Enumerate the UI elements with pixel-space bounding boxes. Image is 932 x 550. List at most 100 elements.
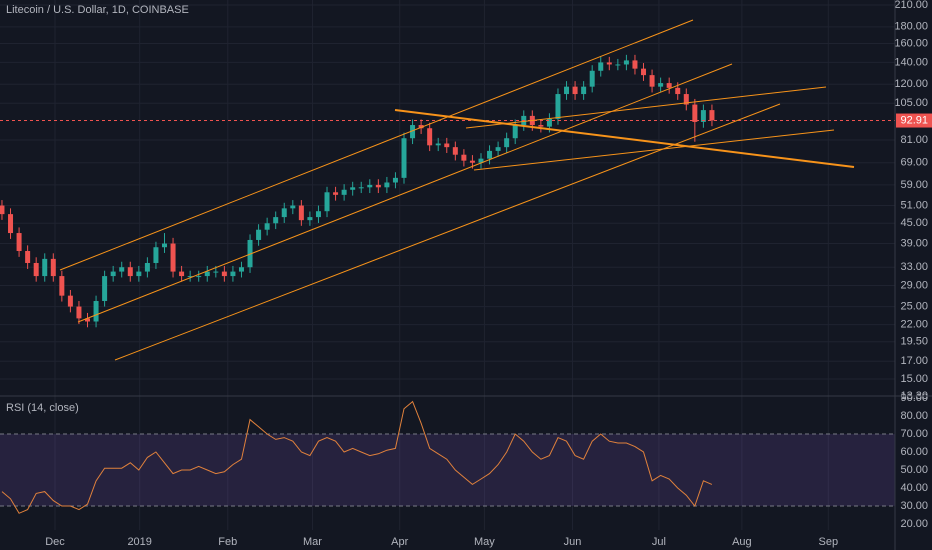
candle-body [495,147,501,151]
y-tick-label: 160.00 [894,37,928,49]
candle-body [350,187,356,190]
candle-body [375,184,381,188]
candle-body [298,205,304,221]
candle-body [67,295,73,307]
candle-body [658,83,664,87]
candle-body [256,229,262,240]
trend-line [473,129,835,171]
candle-body [358,187,364,189]
candle-body [692,104,698,122]
x-tick-label: 2019 [127,536,151,548]
candle-body [50,258,56,277]
candle-body [333,192,339,195]
candle-body [247,239,253,268]
candle-body [119,267,125,272]
candle-body [384,182,390,188]
y-tick-label: 30.00 [900,500,928,512]
x-tick-label: Dec [45,536,65,548]
rsi-line [1,400,713,514]
candle-body [649,75,655,87]
marks [0,54,895,514]
candle-body [666,83,672,88]
candle-body [410,125,416,139]
candle-body [427,128,433,146]
candle-body [546,118,552,127]
candle-body [341,189,347,195]
x-tick-label: Mar [303,536,322,548]
candle-body [641,68,647,76]
y-tick-label: 25.00 [900,300,928,312]
trend-line [59,19,694,271]
x-tick-label: Aug [732,536,752,548]
y-tick-label: 140.00 [894,56,928,68]
candle-body [444,143,450,148]
candle-body [221,271,227,277]
candle-body [478,158,484,163]
candle-body [632,60,638,69]
candle-body [8,214,14,234]
candle-body [589,70,595,87]
candle-body [581,86,587,95]
x-tick-label: May [474,536,495,548]
y-tick-label: 33.00 [900,261,928,273]
candle-body [59,276,65,296]
last-price-label: 92.91 [900,114,928,126]
candle-body [615,64,621,66]
last-price-box [896,113,932,128]
candle-body [435,143,441,146]
candle-body [572,86,578,95]
y-tick-label: 69.00 [900,157,928,169]
candle-body [452,147,458,155]
candle-body [102,276,108,302]
y-tick-label: 210.00 [894,0,928,11]
candle-body [196,276,202,278]
candle-body [538,125,544,127]
y-tick-label: 39.00 [900,237,928,249]
candle-body [144,262,150,272]
candle-body [238,267,244,272]
candle-body [487,150,493,159]
trend-line [114,103,781,361]
candle-body [281,208,287,218]
candle-body [204,271,210,277]
y-tick-label: 40.00 [900,482,928,494]
candle-body [290,205,296,209]
candle-body [401,138,407,178]
x-tick-label: Sep [818,536,838,548]
y-tick-label: 90.00 [900,392,928,404]
candle-body [307,217,313,221]
candle-body [709,110,715,121]
candle-body [33,262,39,277]
y-tick-label: 80.00 [900,410,928,422]
trend-lines [59,19,855,361]
y-tick-label: 20.00 [900,518,928,530]
candle-body [153,247,159,263]
x-tick-label: Apr [391,536,408,548]
candle-body [469,160,475,163]
y-tick-label: 22.00 [900,319,928,331]
y-tick-label: 105.00 [894,97,928,109]
chart-title: Litecoin / U.S. Dollar, 1D, COINBASE [6,4,189,16]
y-tick-label: 59.00 [900,179,928,191]
candle-body [598,62,604,71]
y-tick-label: 51.00 [900,199,928,211]
candle-body [623,60,629,65]
y-tick-label: 120.00 [894,78,928,90]
candle-body [564,86,570,95]
candle-body [675,87,681,95]
y-tick-label: 81.00 [900,134,928,146]
trend-line [77,63,733,323]
y-tick-label: 15.00 [900,373,928,385]
x-tick-label: Jun [564,536,582,548]
trend-line [465,86,827,129]
candle-body [93,301,99,322]
candle-body [16,233,22,252]
y-tick-label: 45.00 [900,217,928,229]
candle-body [461,154,467,161]
y-tick-label: 19.50 [900,336,928,348]
x-tick-label: Feb [218,536,237,548]
candle-body [392,177,398,183]
candle-body [161,243,167,248]
candle-body [127,267,133,277]
